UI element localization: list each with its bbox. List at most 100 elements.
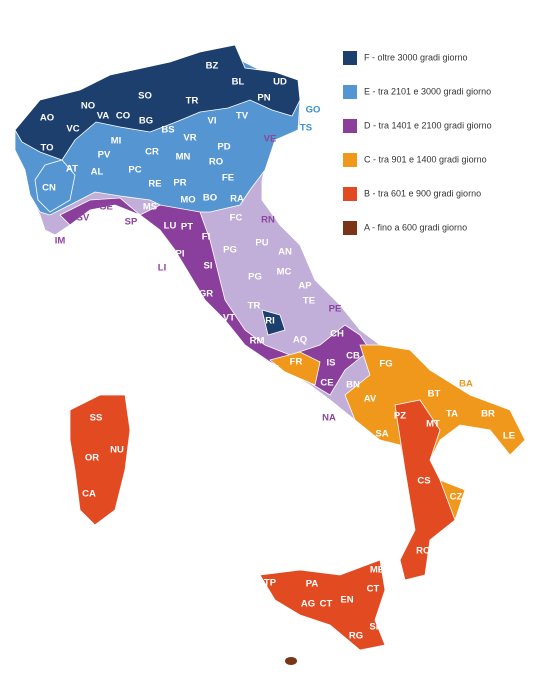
province-label: PC: [128, 165, 141, 176]
province-label: SO: [138, 91, 152, 102]
province-label: LE: [503, 431, 515, 442]
province-label: FG: [379, 359, 392, 370]
province-label: VT: [223, 313, 235, 324]
province-label: PD: [217, 142, 230, 153]
province-label: PG: [223, 245, 237, 256]
province-label: TA: [446, 409, 458, 420]
province-label: SR: [369, 622, 382, 633]
province-label: BA: [459, 379, 473, 390]
province-label: MT: [426, 419, 440, 430]
province-label: NO: [81, 101, 95, 112]
province-label: RC: [416, 546, 430, 557]
province-label: VC: [66, 124, 79, 135]
province-label: LU: [164, 221, 177, 232]
province-label: AL: [91, 167, 104, 178]
province-label: CH: [330, 329, 344, 340]
province-label: GO: [306, 105, 321, 116]
province-label: PT: [181, 222, 193, 233]
province-label: TR: [248, 301, 261, 312]
province-label: EN: [340, 595, 353, 606]
province-label: IS: [327, 358, 336, 369]
province-label: SA: [375, 429, 388, 440]
province-label: AO: [40, 113, 54, 124]
province-label: OR: [85, 453, 99, 464]
province-label: TE: [303, 296, 315, 307]
legend-swatch: [343, 85, 357, 99]
province-label: RA: [230, 194, 244, 205]
province-label: BT: [428, 389, 441, 400]
province-label: TR: [186, 96, 199, 107]
province-label: AP: [298, 281, 312, 292]
province-label: VA: [97, 111, 110, 122]
province-label: FC: [230, 213, 243, 224]
province-label: BS: [161, 125, 174, 136]
province-label: AG: [301, 599, 315, 610]
province-label: MO: [180, 195, 195, 206]
province-label: GR: [199, 289, 213, 300]
legend-label: A - fino a 600 gradi giorno: [364, 222, 467, 232]
province-label: BO: [203, 193, 217, 204]
legend-label: D - tra 1401 e 2100 gradi giorno: [364, 120, 492, 130]
zone-e-cn: [34, 159, 76, 213]
province-label: FI: [202, 232, 210, 243]
province-label: RO: [209, 157, 223, 168]
province-label: PG: [248, 272, 262, 283]
province-label: GE: [99, 202, 113, 213]
sardinia: [69, 394, 131, 526]
province-label: LI: [158, 263, 166, 274]
province-label: BR: [481, 409, 495, 420]
province-label: CS: [417, 476, 430, 487]
province-label: PN: [257, 93, 270, 104]
province-label: AQ: [293, 335, 307, 346]
province-label: TO: [40, 143, 53, 154]
legend-swatch: [343, 51, 357, 65]
legend-label: E - tra 2101 e 3000 gradi giorno: [364, 86, 491, 96]
province-label: MN: [176, 152, 191, 163]
province-label: ME: [370, 565, 384, 576]
province-label: AT: [66, 164, 78, 175]
province-label: SS: [90, 413, 103, 424]
legend-swatch: [343, 119, 357, 133]
province-label: VE: [264, 134, 277, 145]
province-label: PU: [255, 238, 268, 249]
legend: F - oltre 3000 gradi giorno E - tra 2101 …: [343, 51, 492, 235]
province-label: NU: [110, 445, 124, 456]
province-label: TP: [264, 578, 277, 589]
province-label: AV: [364, 394, 377, 405]
province-label: TV: [236, 111, 249, 122]
province-label: PI: [176, 249, 185, 260]
province-label: CT: [320, 599, 333, 610]
province-label: PV: [98, 150, 111, 161]
province-label: CN: [42, 183, 56, 194]
province-label: PZ: [394, 411, 406, 422]
lampedusa: [285, 657, 297, 665]
province-label: CT: [367, 584, 380, 595]
province-label: SI: [204, 261, 213, 272]
province-label: FR: [290, 357, 303, 368]
province-label: FE: [222, 173, 234, 184]
province-label: LT: [268, 364, 279, 375]
province-label: VR: [183, 133, 196, 144]
province-label: BZ: [206, 61, 219, 72]
province-label: UD: [273, 77, 287, 88]
province-label: CZ: [450, 492, 463, 503]
province-label: VI: [208, 116, 217, 127]
zone-b-calabria: [394, 399, 456, 581]
legend-label: B - tra 601 e 900 gradi giorno: [364, 188, 481, 198]
province-label: CO: [116, 111, 130, 122]
province-label: RI: [265, 316, 275, 327]
sicily: [259, 559, 386, 651]
province-label: RG: [349, 631, 363, 642]
province-label: RN: [261, 215, 275, 226]
legend-label: C - tra 901 e 1400 gradi giorno: [364, 154, 487, 164]
province-label: PA: [306, 579, 319, 590]
legend-swatch: [343, 221, 357, 235]
province-label: BN: [346, 380, 360, 391]
province-label: PR: [173, 178, 186, 189]
zone-d-liguria: [59, 197, 141, 226]
legend-swatch: [343, 187, 357, 201]
province-label: RE: [148, 179, 161, 190]
province-label: PE: [329, 304, 342, 315]
province-label: SV: [77, 213, 90, 224]
